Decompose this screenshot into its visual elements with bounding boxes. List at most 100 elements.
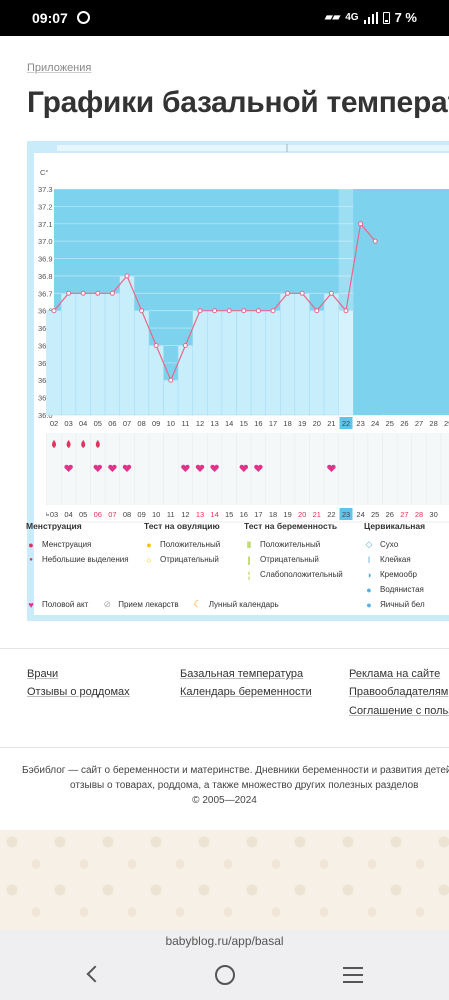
footer-link-doctors[interactable]: Врачи bbox=[27, 668, 59, 680]
breadcrumb[interactable]: Приложения bbox=[27, 62, 92, 74]
bottom-x-tick-label: 05 bbox=[79, 510, 87, 519]
faint-line-icon: ¦ bbox=[247, 569, 251, 580]
temperature-bar bbox=[280, 293, 296, 416]
divider bbox=[0, 648, 449, 649]
heart-icon bbox=[254, 464, 263, 472]
y-tick-label: 36.0 bbox=[38, 411, 53, 420]
yellow-circle-icon: ● bbox=[146, 539, 152, 550]
decorative-pattern bbox=[0, 830, 449, 930]
y-tick-label: 36.2 bbox=[38, 376, 53, 385]
legend-intercourse: Половой акт bbox=[42, 600, 89, 609]
page-title: Графики базальной температу bbox=[27, 86, 449, 119]
legend-lunar: Лунный календарь bbox=[208, 600, 279, 609]
legend-item: Кремообр bbox=[380, 570, 417, 579]
bottom-x-tick-label: 23 bbox=[342, 510, 350, 519]
temperature-bar bbox=[90, 293, 106, 416]
legend-cervical: Цервикальная ◇ Сухо I Клейкая ◑ Кремообр ● В… bbox=[364, 521, 425, 612]
about-line-3: © 2005—2024 bbox=[192, 795, 257, 806]
x-tick-label: 26 bbox=[400, 419, 408, 428]
bbt-chart-widget: C° 37.3 37.2 37.1 37.0 36.9 36.8 36.7 36.6 36.5 36… bbox=[27, 141, 449, 621]
battery-percent: 7 % bbox=[394, 10, 417, 25]
heart-icon bbox=[64, 464, 73, 472]
y-tick-label: 36.5 bbox=[38, 324, 53, 333]
temperature-point bbox=[51, 308, 57, 314]
bottom-x-tick-label: 25 bbox=[371, 510, 379, 519]
x-tick-label: 05 bbox=[94, 419, 102, 428]
watery-icon: ● bbox=[366, 584, 372, 595]
footer-link-agreement[interactable]: Соглашение с пользо bbox=[349, 705, 449, 717]
home-icon[interactable] bbox=[215, 965, 235, 985]
y-tick-label: 36.7 bbox=[38, 289, 53, 298]
footer-link-pregnancy-calendar[interactable]: Календарь беременности bbox=[180, 686, 312, 698]
footer-link-copyright[interactable]: Правообладателям bbox=[349, 686, 449, 698]
heart-icon bbox=[195, 464, 205, 472]
bottom-x-tick-label: 22 bbox=[327, 510, 335, 519]
dry-icon: ◇ bbox=[365, 539, 373, 549]
x-tick-label: 06 bbox=[108, 419, 116, 428]
temperature-point bbox=[299, 290, 305, 296]
empty-circle-icon: ○ bbox=[146, 554, 152, 565]
double-line-icon: ‖ bbox=[246, 539, 252, 550]
temperature-point bbox=[168, 377, 174, 383]
url-bar[interactable]: babyblog.ru/app/basal bbox=[0, 930, 449, 952]
legend-item: Отрицательный bbox=[260, 555, 319, 564]
legend-menstruation-title: Менструация bbox=[26, 521, 82, 531]
recent-apps-icon[interactable] bbox=[343, 967, 363, 983]
footer-link-maternity-reviews[interactable]: Отзывы о роддомах bbox=[27, 686, 130, 698]
menstruation-drop-icon bbox=[66, 440, 71, 448]
bottom-x-tick-label: 04 bbox=[64, 510, 72, 519]
heart-icon bbox=[210, 464, 219, 472]
back-icon[interactable] bbox=[86, 965, 104, 983]
x-tick-label: 18 bbox=[283, 419, 291, 428]
temperature-bar bbox=[134, 310, 150, 416]
y-tick-label: 37.1 bbox=[38, 220, 53, 229]
temperature-point bbox=[343, 308, 349, 314]
temperature-chart[interactable]: C° 37.3 37.2 37.1 37.0 36.9 36.8 36.7 36.6 36.5 36… bbox=[27, 141, 449, 621]
x-tick-label: 17 bbox=[269, 419, 277, 428]
x-tick-label: 23 bbox=[356, 419, 364, 428]
navigation-bar bbox=[0, 952, 449, 1000]
bottom-x-tick-label: 17 bbox=[254, 510, 262, 519]
bottom-x-tick-label: 08 bbox=[123, 510, 131, 519]
temperature-bar bbox=[192, 310, 208, 416]
bottom-x-tick-label: 16 bbox=[240, 510, 248, 519]
menstruation-drop-icon bbox=[95, 440, 100, 448]
temperature-point bbox=[153, 342, 159, 348]
temperature-point bbox=[358, 221, 364, 227]
footer-link-basal-temp[interactable]: Базальная температура bbox=[180, 668, 304, 680]
temperature-point bbox=[241, 308, 247, 314]
y-tick-label: 36.8 bbox=[38, 272, 53, 281]
legend-ovulation-title: Тест на овуляцию bbox=[144, 521, 220, 531]
heart-icon bbox=[93, 464, 103, 472]
divider bbox=[0, 747, 449, 748]
x-tick-label: 19 bbox=[298, 419, 306, 428]
x-tick-label: 11 bbox=[182, 419, 190, 428]
legend-medication: Прием лекарств bbox=[118, 600, 179, 609]
temperature-point bbox=[255, 308, 261, 314]
x-tick-label: 02 bbox=[50, 419, 58, 428]
about-line-1: Бэбиблог — сайт о беременности и материн… bbox=[22, 765, 449, 776]
x-tick-label: 21 bbox=[327, 419, 335, 428]
temperature-bar bbox=[61, 293, 77, 416]
bottom-x-tick-label: 12 bbox=[181, 510, 189, 519]
temperature-point bbox=[66, 290, 72, 296]
about-line-2: отзывы о товарах, роддома, а также множе… bbox=[70, 780, 419, 791]
legend-item: Положительный bbox=[260, 540, 321, 549]
x-tick-label: 15 bbox=[240, 419, 248, 428]
temperature-point bbox=[372, 238, 378, 244]
temperature-point bbox=[212, 308, 218, 314]
x-tick-label: 27 bbox=[415, 419, 423, 428]
bottom-x-tick-label: 24 bbox=[356, 510, 364, 519]
temperature-point bbox=[80, 290, 86, 296]
y-tick-label: 36.6 bbox=[38, 307, 53, 316]
bottom-x-tick-label: 09 bbox=[137, 510, 145, 519]
legend-item: Небольшие выделения bbox=[42, 555, 129, 564]
y-axis-unit: C° bbox=[40, 168, 48, 177]
footer-link-ads[interactable]: Реклама на сайте bbox=[349, 668, 441, 680]
temperature-point bbox=[226, 308, 232, 314]
bottom-x-tick-label: 15 bbox=[225, 510, 233, 519]
temperature-bar bbox=[236, 310, 252, 416]
legend-cervical-title: Цервикальная bbox=[364, 521, 426, 531]
bottom-x-tick-label: 20 bbox=[298, 510, 306, 519]
y-tick-label: 37.3 bbox=[38, 185, 53, 194]
